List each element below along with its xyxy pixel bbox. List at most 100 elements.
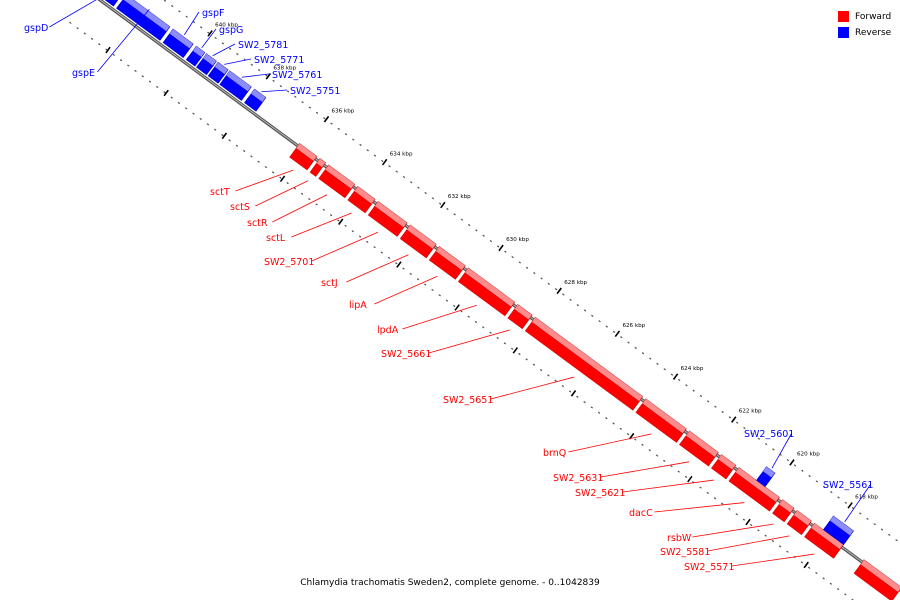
tick-mark-upper: [207, 30, 213, 37]
gene-front-face: [772, 504, 791, 523]
tick-mark-upper: [789, 459, 795, 466]
gene-SW2_5761: [219, 70, 252, 101]
gene-front-face: [428, 251, 463, 280]
legend-reverse-label: Reverse: [855, 27, 892, 38]
gene-gspE: [116, 0, 171, 41]
leader-line: [272, 194, 328, 223]
gene-label-SW2_5651: SW2_5651: [443, 376, 575, 406]
gene-name-label: SW2_5751: [290, 86, 340, 97]
gene-label-sctR: sctR: [247, 194, 328, 229]
tick-mark-lower: [570, 390, 577, 397]
reverse-swatch: [838, 27, 849, 38]
tick-mark-upper: [614, 330, 621, 338]
tick-mark-lower: [628, 432, 635, 440]
gene-name-label: SW2_5601: [744, 429, 794, 440]
gene-front-face: [196, 58, 214, 76]
gene-front-face: [804, 527, 841, 559]
tick-mark-lower: [221, 132, 228, 140]
tick-mark-lower: [396, 261, 402, 268]
gene-label-SW2_5561: SW2_5561: [823, 480, 873, 523]
leader-line: [201, 28, 217, 48]
gene-label-sctT: sctT: [210, 169, 294, 198]
gene-sctL: [347, 185, 376, 214]
tick-mark-lower: [454, 304, 460, 311]
gene-name-label: sctL: [266, 233, 286, 244]
legend-reverse: Reverse: [838, 25, 900, 40]
gene-label-brnQ: brnQ: [543, 433, 652, 459]
tick-label: 630 kbp: [506, 237, 529, 243]
gene-SW2_5581: [786, 509, 812, 536]
gene-name-label: gspF: [202, 8, 224, 19]
leader-line: [49, 0, 97, 28]
leader-line: [235, 169, 294, 192]
gene-front-face: [219, 75, 249, 101]
gene-SW2_5771: [207, 61, 229, 84]
tick-label: 640 kbp: [215, 23, 238, 29]
dotted-guide-lines: [69, 0, 900, 600]
gene-name-label: gspE: [72, 68, 95, 79]
tick-mark-upper: [323, 115, 330, 123]
gene-name-label: SW2_5761: [272, 70, 322, 81]
gene-label-gspD: gspD: [24, 0, 97, 34]
gene-label-SW2_5701: SW2_5701: [264, 231, 379, 268]
gene-label-SW2_5761: SW2_5761: [241, 70, 322, 81]
genome-caption: Chlamydia trachomatis Sweden2, complete …: [300, 578, 600, 588]
leader-line: [224, 58, 252, 65]
leader-line: [771, 432, 793, 469]
gene-label-sctL: sctL: [266, 212, 352, 244]
gene-front-face: [822, 520, 851, 545]
leader-line: [654, 502, 745, 513]
tick-mark-lower: [338, 218, 344, 225]
gene-label-SW2_5571: SW2_5571: [684, 553, 815, 573]
gene-front-face: [728, 472, 777, 512]
leader-line: [844, 483, 872, 523]
gene-SW2_5751: [244, 88, 267, 112]
legend: Forward Reverse: [838, 9, 900, 41]
gene-sctJ: [399, 224, 437, 259]
gene-label-SW2_5781: SW2_5781: [212, 40, 288, 57]
gene-sctS: [309, 158, 326, 177]
tick-label: 632 kbp: [448, 194, 471, 200]
gene-front-face: [367, 205, 404, 237]
gene-label-SW2_5751: SW2_5751: [261, 86, 340, 97]
forward-swatch: [838, 11, 849, 22]
gene-front-face: [309, 163, 323, 177]
gene-dacC: [728, 467, 780, 512]
leader-line: [291, 212, 352, 238]
tick-label: 620 kbp: [797, 452, 820, 458]
gene-name-label: lpdA: [377, 325, 399, 336]
gene-rsbW: [772, 499, 795, 523]
tick-label: 638 kbp: [273, 65, 296, 71]
gene-name-label: SW2_5771: [254, 55, 304, 66]
gene-features: [104, 0, 900, 600]
gene-SW2_5781: [196, 53, 217, 76]
gene-sctT: [289, 143, 318, 171]
legend-forward-label: Forward: [855, 11, 892, 22]
gene-top-face: [531, 316, 644, 402]
leader-line: [311, 231, 379, 262]
gene-front-face: [786, 514, 809, 536]
leader-line: [692, 523, 774, 538]
tick-mark-lower: [105, 46, 111, 54]
gene-SW2_5651: [524, 316, 644, 411]
gene-front-face: [289, 148, 314, 171]
gene-name-label: SW2_5781: [238, 40, 288, 51]
gene-front-face: [679, 435, 716, 467]
gene-front-face: [524, 321, 640, 411]
leader-line: [568, 433, 652, 453]
gene-front-face: [347, 190, 372, 214]
leader-line: [261, 89, 288, 93]
tick-label: 636 kbp: [332, 108, 355, 114]
gene-label-dacC: dacC: [629, 502, 745, 519]
tick-mark-upper: [381, 158, 388, 166]
gene-name-label: brnQ: [543, 448, 566, 459]
gene-label-lipA: lipA: [349, 275, 438, 311]
gene-name-label: sctS: [230, 202, 250, 213]
leader-line: [707, 535, 790, 552]
leader-line: [97, 8, 150, 73]
tick-mark-upper: [672, 373, 679, 380]
leader-line: [241, 73, 270, 78]
tick-mark-upper: [731, 416, 737, 423]
leader-line: [402, 304, 477, 330]
